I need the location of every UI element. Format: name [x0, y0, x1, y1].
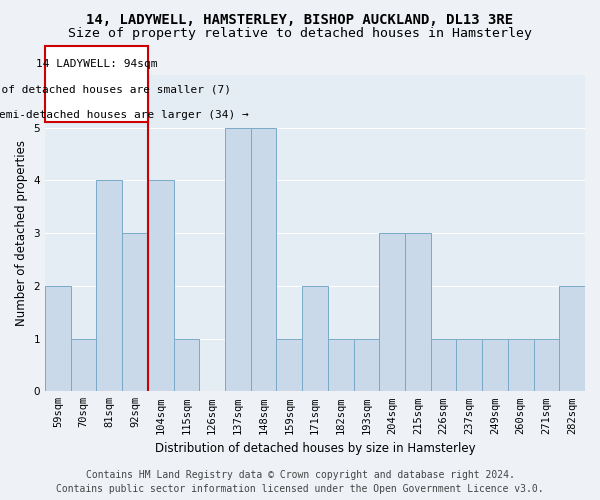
- Bar: [251, 128, 277, 392]
- X-axis label: Distribution of detached houses by size in Hamsterley: Distribution of detached houses by size …: [155, 442, 475, 455]
- Bar: [45, 46, 148, 122]
- Bar: [431, 338, 457, 392]
- Bar: [457, 338, 482, 392]
- Bar: [97, 180, 122, 392]
- Bar: [508, 338, 533, 392]
- Bar: [302, 286, 328, 392]
- Bar: [328, 338, 353, 392]
- Bar: [482, 338, 508, 392]
- Bar: [173, 338, 199, 392]
- Bar: [379, 233, 405, 392]
- Bar: [533, 338, 559, 392]
- Bar: [71, 338, 97, 392]
- Bar: [122, 233, 148, 392]
- Bar: [353, 338, 379, 392]
- Bar: [45, 286, 71, 392]
- Bar: [225, 128, 251, 392]
- Bar: [277, 338, 302, 392]
- Bar: [559, 286, 585, 392]
- Text: 83% of semi-detached houses are larger (34) →: 83% of semi-detached houses are larger (…: [0, 110, 248, 120]
- Text: 14, LADYWELL, HAMSTERLEY, BISHOP AUCKLAND, DL13 3RE: 14, LADYWELL, HAMSTERLEY, BISHOP AUCKLAN…: [86, 12, 514, 26]
- Y-axis label: Number of detached properties: Number of detached properties: [15, 140, 28, 326]
- Text: ← 17% of detached houses are smaller (7): ← 17% of detached houses are smaller (7): [0, 84, 232, 94]
- Bar: [405, 233, 431, 392]
- Text: Contains HM Land Registry data © Crown copyright and database right 2024.
Contai: Contains HM Land Registry data © Crown c…: [56, 470, 544, 494]
- Text: 14 LADYWELL: 94sqm: 14 LADYWELL: 94sqm: [36, 59, 157, 69]
- Text: Size of property relative to detached houses in Hamsterley: Size of property relative to detached ho…: [68, 28, 532, 40]
- Bar: [148, 180, 173, 392]
